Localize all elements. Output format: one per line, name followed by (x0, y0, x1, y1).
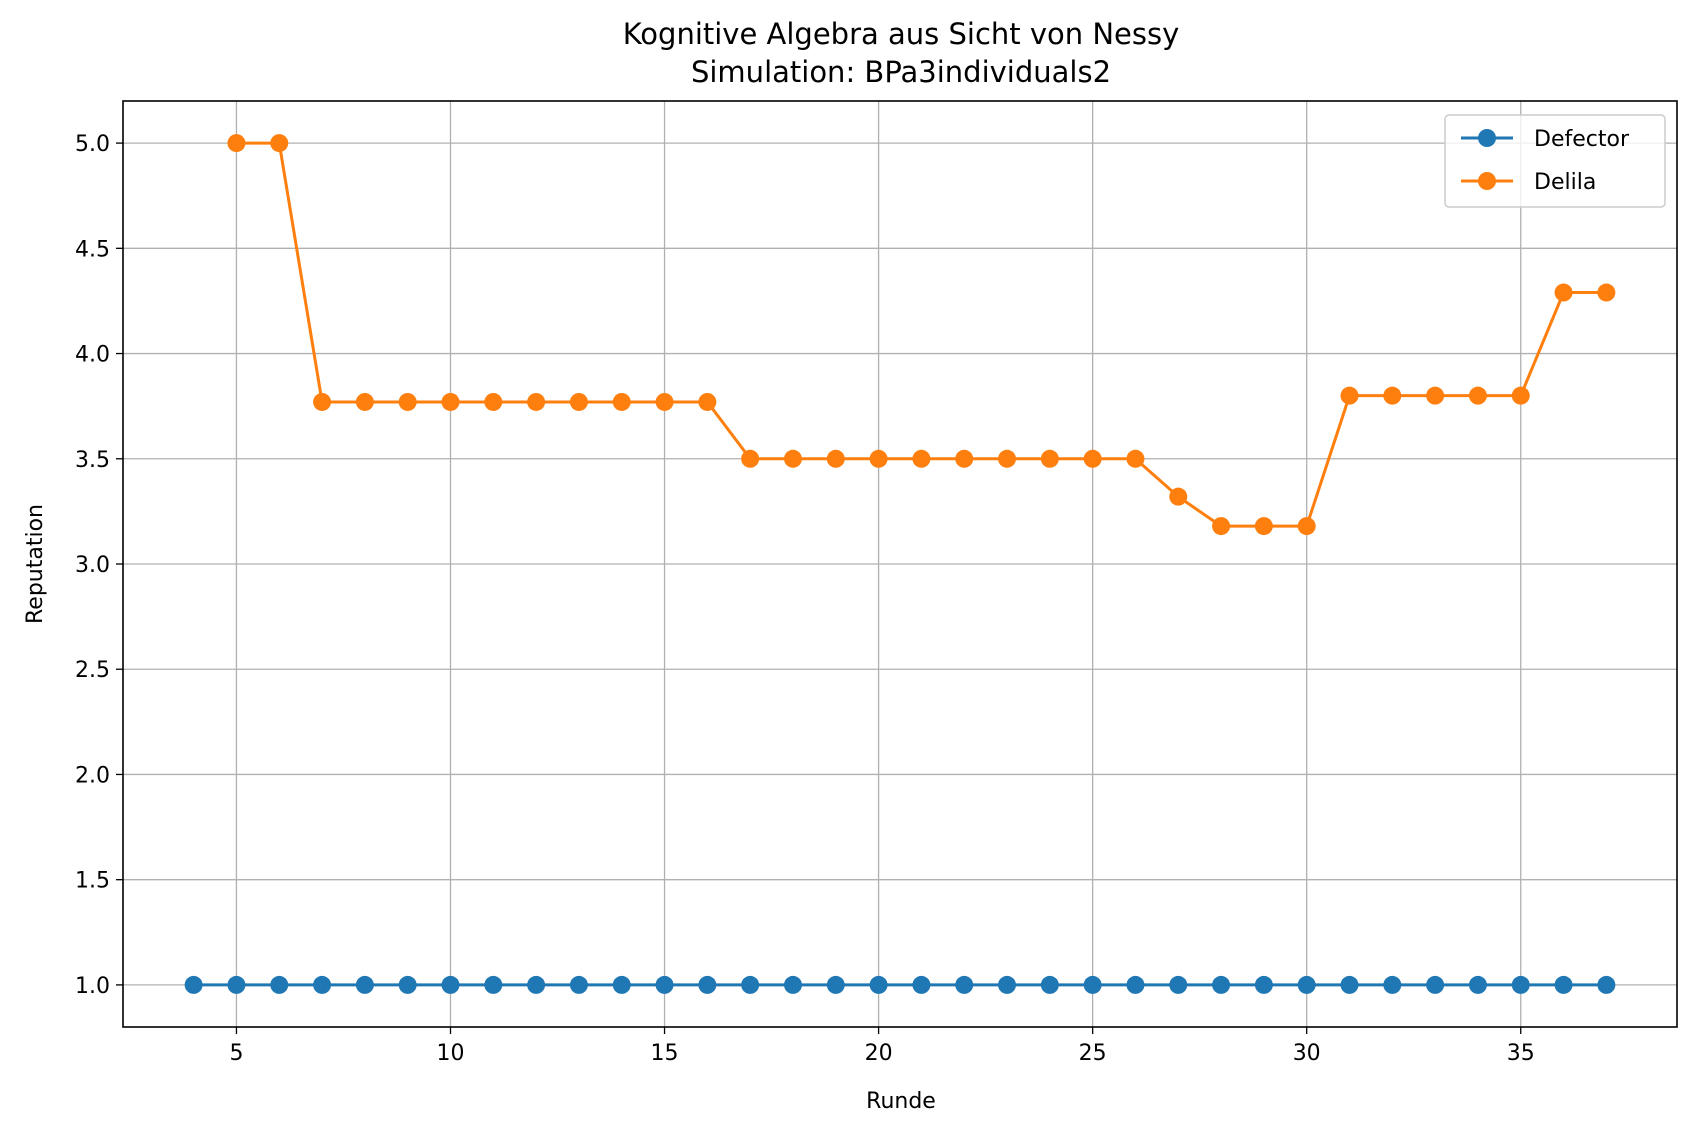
y-axis-label: Reputation (23, 504, 48, 624)
data-point-delila (355, 392, 374, 411)
data-point-defector (612, 975, 631, 994)
data-point-defector (1340, 975, 1359, 994)
y-tick-label: 4.0 (75, 343, 110, 368)
legend-label-defector: Defector (1534, 127, 1630, 152)
data-point-delila (1126, 449, 1145, 468)
data-point-delila (227, 134, 246, 153)
data-point-defector (484, 975, 503, 994)
data-point-delila (1383, 386, 1402, 405)
data-point-defector (1554, 975, 1573, 994)
x-tick-label: 5 (229, 1041, 243, 1066)
data-point-delila (569, 392, 588, 411)
data-point-defector (1212, 975, 1231, 994)
data-point-delila (826, 449, 845, 468)
data-point-defector (1426, 975, 1445, 994)
data-point-delila (783, 449, 802, 468)
data-point-delila (1426, 386, 1445, 405)
data-point-defector (1254, 975, 1273, 994)
data-point-delila (998, 449, 1017, 468)
data-point-defector (270, 975, 289, 994)
x-tick-label: 15 (651, 1041, 679, 1066)
x-axis-label: Runde (866, 1089, 936, 1114)
data-point-delila (1554, 283, 1573, 302)
data-point-defector (912, 975, 931, 994)
data-point-defector (441, 975, 460, 994)
data-point-delila (441, 392, 460, 411)
legend-label-delila: Delila (1534, 170, 1596, 195)
data-point-delila (1169, 487, 1188, 506)
data-point-delila (527, 392, 546, 411)
legend-marker-defector (1478, 129, 1496, 147)
data-point-defector (355, 975, 374, 994)
data-point-delila (869, 449, 888, 468)
y-tick-label: 5.0 (75, 132, 110, 157)
data-point-defector (655, 975, 674, 994)
data-point-defector (313, 975, 332, 994)
data-point-defector (1040, 975, 1059, 994)
data-point-defector (1468, 975, 1487, 994)
data-point-defector (1083, 975, 1102, 994)
data-point-delila (698, 392, 717, 411)
data-point-delila (1212, 517, 1231, 536)
data-point-delila (1511, 386, 1530, 405)
data-point-delila (1340, 386, 1359, 405)
data-point-defector (1383, 975, 1402, 994)
x-tick-label: 35 (1507, 1041, 1535, 1066)
legend: Defector Delila (1444, 114, 1666, 208)
data-point-defector (741, 975, 760, 994)
y-tick-label: 1.0 (75, 974, 110, 999)
y-tick-label: 1.5 (75, 869, 110, 894)
x-tick-label: 25 (1079, 1041, 1107, 1066)
data-point-defector (955, 975, 974, 994)
legend-marker-delila (1478, 172, 1496, 190)
data-point-defector (569, 975, 588, 994)
data-point-delila (1297, 517, 1316, 536)
y-tick-label: 2.0 (75, 763, 110, 788)
data-point-defector (998, 975, 1017, 994)
series-delila (227, 134, 1616, 536)
data-point-delila (1040, 449, 1059, 468)
data-point-delila (1597, 283, 1616, 302)
data-point-defector (869, 975, 888, 994)
data-point-defector (698, 975, 717, 994)
y-tick-label: 3.5 (75, 448, 110, 473)
x-tick-label: 10 (436, 1041, 464, 1066)
chart-title: Kognitive Algebra aus Sicht von Nessy (623, 17, 1180, 51)
axis-ticks: 5 10 15 20 25 30 35 1.0 1.5 2.0 2.5 3.0 3.5 4.0 4.5 5.0 (75, 132, 1535, 1066)
x-tick-label: 20 (865, 1041, 893, 1066)
data-point-defector (1511, 975, 1530, 994)
data-point-defector (826, 975, 845, 994)
data-point-defector (1169, 975, 1188, 994)
data-point-delila (955, 449, 974, 468)
y-tick-label: 2.5 (75, 658, 110, 683)
data-point-delila (1468, 386, 1487, 405)
data-point-delila (612, 392, 631, 411)
series-layer (184, 134, 1616, 994)
data-point-delila (912, 449, 931, 468)
y-tick-label: 3.0 (75, 553, 110, 578)
data-point-delila (1254, 517, 1273, 536)
data-point-delila (741, 449, 760, 468)
chart-subtitle: Simulation: BPa3individuals2 (691, 55, 1111, 89)
data-point-defector (398, 975, 417, 994)
data-point-defector (783, 975, 802, 994)
data-point-delila (398, 392, 417, 411)
x-tick-label: 30 (1293, 1041, 1321, 1066)
data-point-delila (313, 392, 332, 411)
data-point-defector (527, 975, 546, 994)
series-defector (184, 975, 1616, 994)
data-point-defector (1126, 975, 1145, 994)
data-point-defector (1297, 975, 1316, 994)
data-point-delila (655, 392, 674, 411)
data-point-defector (1597, 975, 1616, 994)
data-point-delila (1083, 449, 1102, 468)
data-point-delila (484, 392, 503, 411)
y-tick-label: 4.5 (75, 237, 110, 262)
data-point-delila (270, 134, 289, 153)
data-point-defector (184, 975, 203, 994)
data-point-defector (227, 975, 246, 994)
